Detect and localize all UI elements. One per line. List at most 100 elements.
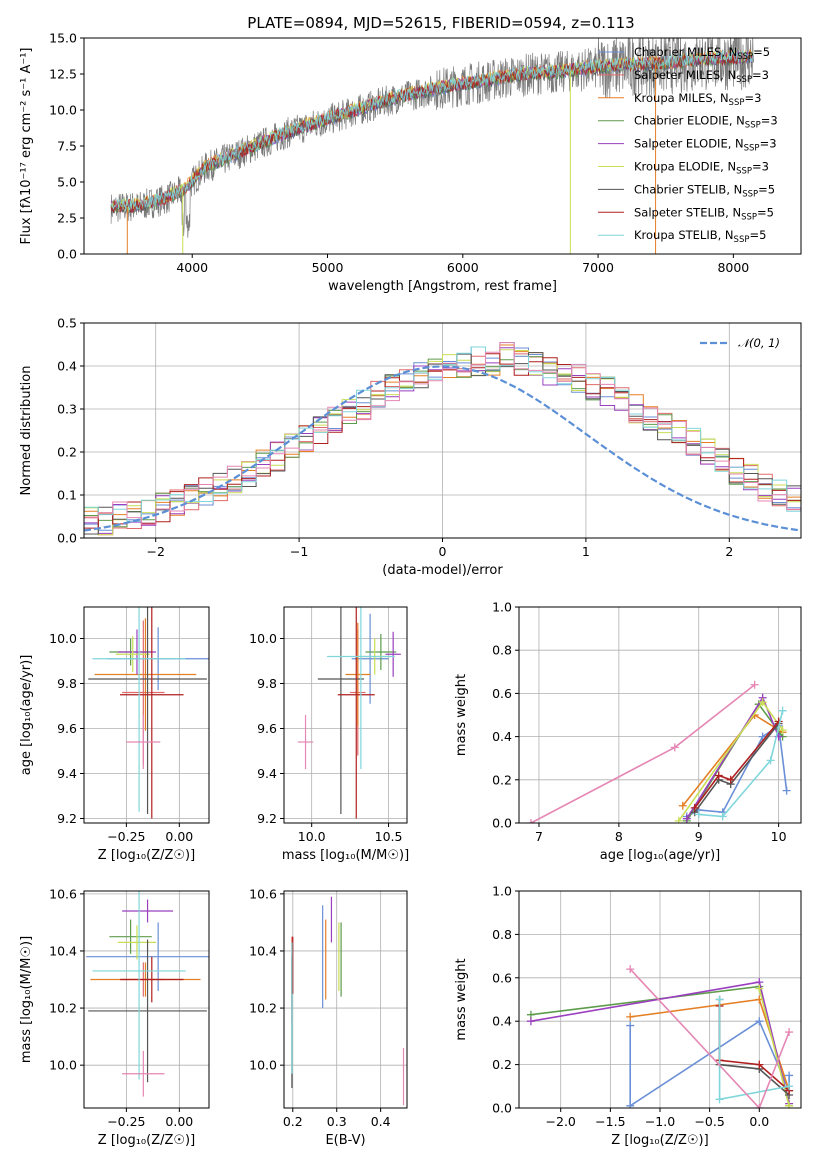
legend-label-main: Salpeter ELODIE, N bbox=[634, 137, 744, 151]
x-axis-label: Z [log₁₀(Z/Z☉)] bbox=[611, 1133, 708, 1148]
legend-label-tail: =5 bbox=[749, 228, 766, 242]
y-tick-label: 0.6 bbox=[492, 686, 512, 701]
y-tick-label: 9.4 bbox=[257, 766, 277, 781]
y-tick-label: 0.4 bbox=[492, 729, 512, 744]
series-marker bbox=[758, 698, 767, 707]
series-line bbox=[718, 999, 790, 1101]
series-marker bbox=[785, 1028, 794, 1037]
histogram-step bbox=[84, 352, 801, 535]
massweight-vs-metallicity-plot: −2.0 −1.5 −1.0 −0.5 0.0 0.0 0.2 0.4 0.6 0.8 1.0 Z [… bbox=[454, 884, 802, 1148]
series-marker bbox=[782, 786, 791, 795]
y-tick-label: 0.0 bbox=[492, 1101, 512, 1116]
x-tick-label: 0.4 bbox=[371, 1114, 391, 1129]
errorbar-group bbox=[88, 607, 209, 819]
y-axis-label: age [log₁₀(age/yr)] bbox=[19, 655, 34, 776]
histogram-step bbox=[84, 347, 801, 534]
mass-vs-metallicity-plot: −0.25 0.00 10.0 10.2 10.4 10.6 Z [log₁₀(Z/Z☉)]… bbox=[19, 886, 210, 1148]
series-marker bbox=[678, 801, 687, 810]
y-tick-label: 10.0 bbox=[49, 1058, 77, 1073]
y-tick-label: 0.4 bbox=[492, 1014, 512, 1029]
plot-frame bbox=[283, 606, 408, 824]
legend-label-main: Chabrier STELIB, N bbox=[634, 182, 742, 196]
y-tick-label: 0.1 bbox=[57, 488, 77, 503]
legend-label: Chabrier ELODIE, NSSP=3 bbox=[634, 114, 778, 131]
legend-label: Kroupa ELODIE, NSSP=3 bbox=[634, 160, 769, 177]
legend-label-sub: SSP bbox=[744, 144, 760, 154]
series-marker bbox=[755, 1017, 764, 1026]
plot-frame bbox=[83, 37, 802, 255]
x-tick-label: 10.0 bbox=[298, 829, 326, 844]
series-marker bbox=[726, 775, 735, 784]
y-tick-label: 0.0 bbox=[57, 531, 77, 546]
spectrum-data-group bbox=[110, 38, 754, 254]
series-marker bbox=[785, 1101, 794, 1108]
x-tick-label: −0.5 bbox=[694, 1114, 724, 1129]
series-marker bbox=[785, 1082, 794, 1091]
y-tick-label: 10.0 bbox=[49, 631, 77, 646]
y-tick-label: 0.2 bbox=[492, 1057, 512, 1072]
x-axis-label: age [log₁₀(age/yr)] bbox=[600, 848, 721, 863]
y-axis-label: Flux [fλ10⁻¹⁷ erg cm⁻² s⁻¹ A⁻¹] bbox=[19, 48, 34, 245]
legend-label: Kroupa STELIB, NSSP=5 bbox=[634, 228, 766, 245]
series-marker bbox=[526, 1017, 535, 1026]
legend-label: Salpeter ELODIE, NSSP=3 bbox=[634, 137, 777, 154]
y-tick-label: 9.6 bbox=[57, 721, 77, 736]
series-line bbox=[694, 723, 780, 813]
legend-label-main: Kroupa STELIB, N bbox=[634, 228, 734, 242]
errorbar-group bbox=[297, 607, 401, 819]
y-tick-label: 0.0 bbox=[492, 816, 512, 831]
series-marker bbox=[626, 1101, 635, 1108]
legend-label: Kroupa MILES, NSSP=3 bbox=[634, 91, 761, 108]
model-spectrum-line bbox=[110, 49, 754, 211]
y-tick-label: 0.2 bbox=[57, 445, 77, 460]
x-axis-label: Z [log₁₀(Z/Z☉)] bbox=[98, 848, 195, 863]
series-line bbox=[718, 1006, 790, 1092]
y-tick-label: 9.8 bbox=[257, 676, 277, 691]
series-marker bbox=[785, 1071, 794, 1080]
y-tick-label: 0.6 bbox=[492, 970, 512, 985]
legend-label-main: Kroupa MILES, N bbox=[634, 91, 729, 105]
series-marker bbox=[778, 726, 787, 735]
series-line bbox=[694, 720, 780, 809]
y-tick-label: 0.4 bbox=[57, 359, 77, 374]
series-group bbox=[526, 680, 791, 823]
plot-frame bbox=[518, 890, 802, 1109]
series-marker bbox=[626, 1012, 635, 1021]
y-tick-label: 9.6 bbox=[257, 721, 277, 736]
x-axis-label: mass [log₁₀(M/M☉)] bbox=[282, 848, 409, 863]
y-tick-label: 10.0 bbox=[49, 103, 77, 118]
series-marker bbox=[750, 680, 759, 689]
x-tick-label: −1 bbox=[290, 544, 308, 559]
y-tick-label: 7.5 bbox=[57, 139, 77, 154]
y-tick-label: 12.5 bbox=[49, 67, 77, 82]
histogram-step bbox=[84, 353, 801, 529]
legend-label-sub: SSP bbox=[737, 52, 753, 62]
series-marker bbox=[626, 1021, 635, 1030]
series-marker bbox=[755, 1104, 764, 1108]
errorbar-group bbox=[86, 891, 209, 1097]
legend-label-main: Salpeter MILES, N bbox=[634, 68, 736, 82]
x-tick-label: 9 bbox=[695, 829, 703, 844]
age-vs-metallicity-plot: −0.25 0.00 9.2 9.4 9.6 9.8 10.0 Z [log₁₀(Z/Z☉)]… bbox=[19, 606, 210, 863]
x-tick-label: 5000 bbox=[312, 260, 344, 275]
legend-label-tail: =5 bbox=[757, 205, 774, 219]
plot-frame bbox=[83, 322, 802, 539]
legend-label: Chabrier MILES, NSSP=5 bbox=[634, 45, 770, 62]
y-tick-label: 10.0 bbox=[249, 631, 277, 646]
y-tick-label: 9.8 bbox=[57, 676, 77, 691]
legend-label: Salpeter MILES, NSSP=3 bbox=[634, 68, 769, 85]
legend-label-sub: SSP bbox=[742, 189, 758, 199]
legend-label-tail: =3 bbox=[752, 68, 769, 82]
gaussian-curve bbox=[84, 365, 801, 532]
series-marker bbox=[670, 743, 679, 752]
model-spectrum-line bbox=[110, 50, 754, 214]
y-tick-label: 0.3 bbox=[57, 402, 77, 417]
legend-label-main: Kroupa ELODIE, N bbox=[634, 160, 736, 174]
y-tick-label: 10.6 bbox=[49, 886, 77, 901]
series-marker bbox=[766, 756, 775, 765]
legend-label-sub: SSP bbox=[736, 75, 752, 85]
y-tick-label: 15.0 bbox=[49, 31, 77, 46]
legend-label-tail: =3 bbox=[760, 137, 777, 151]
plot-frame bbox=[83, 890, 210, 1109]
x-tick-label: 1 bbox=[582, 544, 590, 559]
